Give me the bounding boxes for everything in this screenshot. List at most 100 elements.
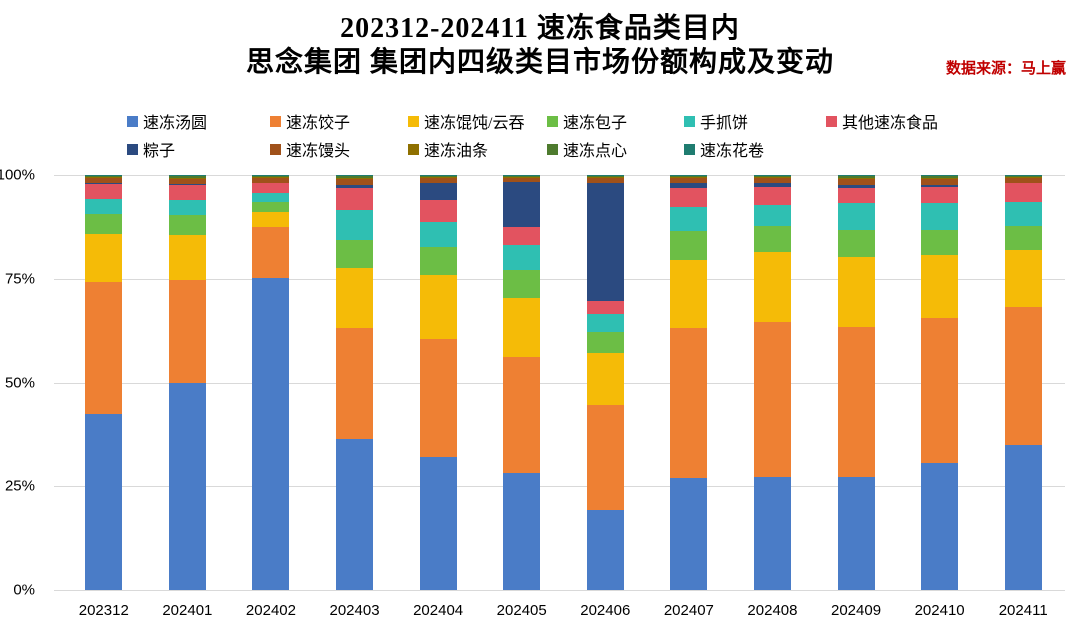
bar-segment	[85, 281, 123, 414]
bar-segment	[336, 185, 374, 189]
bar-segment	[586, 176, 624, 178]
chart-title: 202312-202411 速冻食品类目内 思念集团 集团内四级类目市场份额构成…	[0, 12, 1080, 80]
stacked-bar-202408	[753, 175, 791, 590]
bar-segment	[837, 187, 875, 204]
stacked-bar-202409	[837, 175, 875, 590]
stacked-bar-202410	[921, 175, 959, 590]
x-axis-tick-label: 202410	[914, 602, 965, 619]
stacked-bar-202411	[1004, 175, 1042, 590]
bar-segment	[753, 175, 791, 176]
bar-segment	[419, 275, 457, 339]
plot-area: 0% 25% 50% 75% 100%	[0, 167, 1065, 599]
x-axis-tick-label: 202403	[329, 602, 380, 619]
bar-segment	[419, 221, 457, 247]
legend-label: 速冻馄饨/云吞	[424, 115, 525, 132]
bar-segment	[753, 476, 791, 590]
bar-segment	[753, 186, 791, 205]
bar-segment	[670, 478, 708, 590]
bar-segment	[168, 183, 206, 186]
legend-label: 粽子	[143, 143, 176, 160]
bar-segment	[921, 230, 959, 256]
bar-segment	[336, 240, 374, 269]
stacked-bar-202406	[586, 175, 624, 590]
legend-item: 速冻馒头	[270, 137, 350, 161]
y-axis-tick-label: 100%	[0, 166, 35, 184]
bar-segment	[503, 175, 541, 176]
bar-segment	[921, 203, 959, 231]
legend-swatch-icon	[684, 143, 695, 155]
legend-label: 速冻馒头	[286, 143, 351, 160]
bar-segment	[837, 179, 875, 186]
bar-segment	[168, 176, 206, 178]
legend-swatch-icon	[127, 143, 138, 155]
y-axis-tick-label: 75%	[4, 270, 35, 288]
gridline	[54, 382, 1065, 384]
bar-segment	[837, 175, 875, 177]
legend-item: 速冻包子	[547, 109, 627, 133]
legend-label: 其他速冻食品	[842, 115, 939, 132]
bar-segment	[921, 177, 959, 180]
bar-segment	[670, 231, 708, 261]
bar-segment	[586, 404, 624, 510]
bar-segment	[419, 177, 457, 179]
x-axis-tick-label: 202402	[245, 602, 296, 619]
bar-segment	[85, 175, 123, 176]
bar-segment	[419, 175, 457, 176]
bar-segment	[336, 209, 374, 241]
bar-segment	[753, 226, 791, 252]
bar-segment	[419, 183, 457, 200]
bar-segment	[85, 183, 123, 199]
bar-segment	[670, 188, 708, 207]
bar-segment	[670, 175, 708, 178]
x-axis-tick-label: 202406	[580, 602, 631, 619]
bar-segment	[168, 177, 206, 179]
data-source-note: 数据来源：马上赢	[945, 61, 1066, 77]
bar-segment	[586, 509, 624, 590]
bar-segment	[837, 185, 875, 188]
bar-segment	[670, 177, 708, 179]
x-axis-tick-label: 202401	[162, 602, 213, 619]
bar-segment	[586, 175, 624, 177]
x-axis-tick-label: 202409	[831, 602, 882, 619]
bar-segment	[921, 186, 959, 204]
x-axis-tick-label: 202408	[747, 602, 798, 619]
bar-segment	[837, 177, 875, 180]
legend-label: 速冻点心	[563, 143, 628, 160]
bar-segment	[336, 188, 374, 210]
bar-segment	[1004, 177, 1042, 179]
bar-segment	[252, 175, 290, 178]
bar-segment	[586, 300, 624, 315]
bar-segment	[1004, 445, 1042, 590]
bar-segment	[837, 176, 875, 178]
bar-segment	[1004, 183, 1042, 202]
bar-segment	[503, 473, 541, 590]
bar-segment	[168, 175, 206, 177]
bar-segment	[921, 318, 959, 464]
stacked-bar-202403	[336, 175, 374, 590]
bar-segment	[1004, 306, 1042, 446]
bar-segment	[336, 176, 374, 178]
bar-segment	[586, 182, 624, 301]
bar-segment	[753, 177, 791, 179]
gridline	[54, 486, 1065, 488]
legend-swatch-icon	[547, 143, 558, 155]
legend-swatch-icon	[270, 115, 281, 127]
bar-segment	[837, 230, 875, 257]
bar-segment	[419, 456, 457, 590]
legend-item: 速冻饺子	[270, 109, 350, 133]
bar-segment	[419, 246, 457, 276]
bar-segment	[168, 199, 206, 216]
bar-segment	[753, 175, 791, 178]
bar-segment	[670, 178, 708, 184]
bar-segment	[837, 203, 875, 231]
legend-label: 手抓饼	[700, 115, 749, 132]
bar-segment	[252, 211, 290, 227]
bar-segment	[837, 326, 875, 477]
bar-segment	[1004, 250, 1042, 307]
bar-segment	[921, 463, 959, 590]
legend-label: 速冻包子	[563, 115, 628, 132]
legend-label: 速冻汤圆	[143, 115, 208, 132]
y-axis-tick-label: 0%	[13, 581, 35, 599]
bar-segment	[85, 182, 123, 184]
bar-segment	[753, 321, 791, 477]
